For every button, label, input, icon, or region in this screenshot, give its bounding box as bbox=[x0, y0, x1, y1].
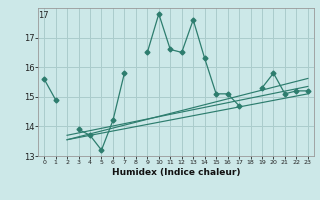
Text: 17: 17 bbox=[38, 11, 49, 20]
X-axis label: Humidex (Indice chaleur): Humidex (Indice chaleur) bbox=[112, 168, 240, 177]
